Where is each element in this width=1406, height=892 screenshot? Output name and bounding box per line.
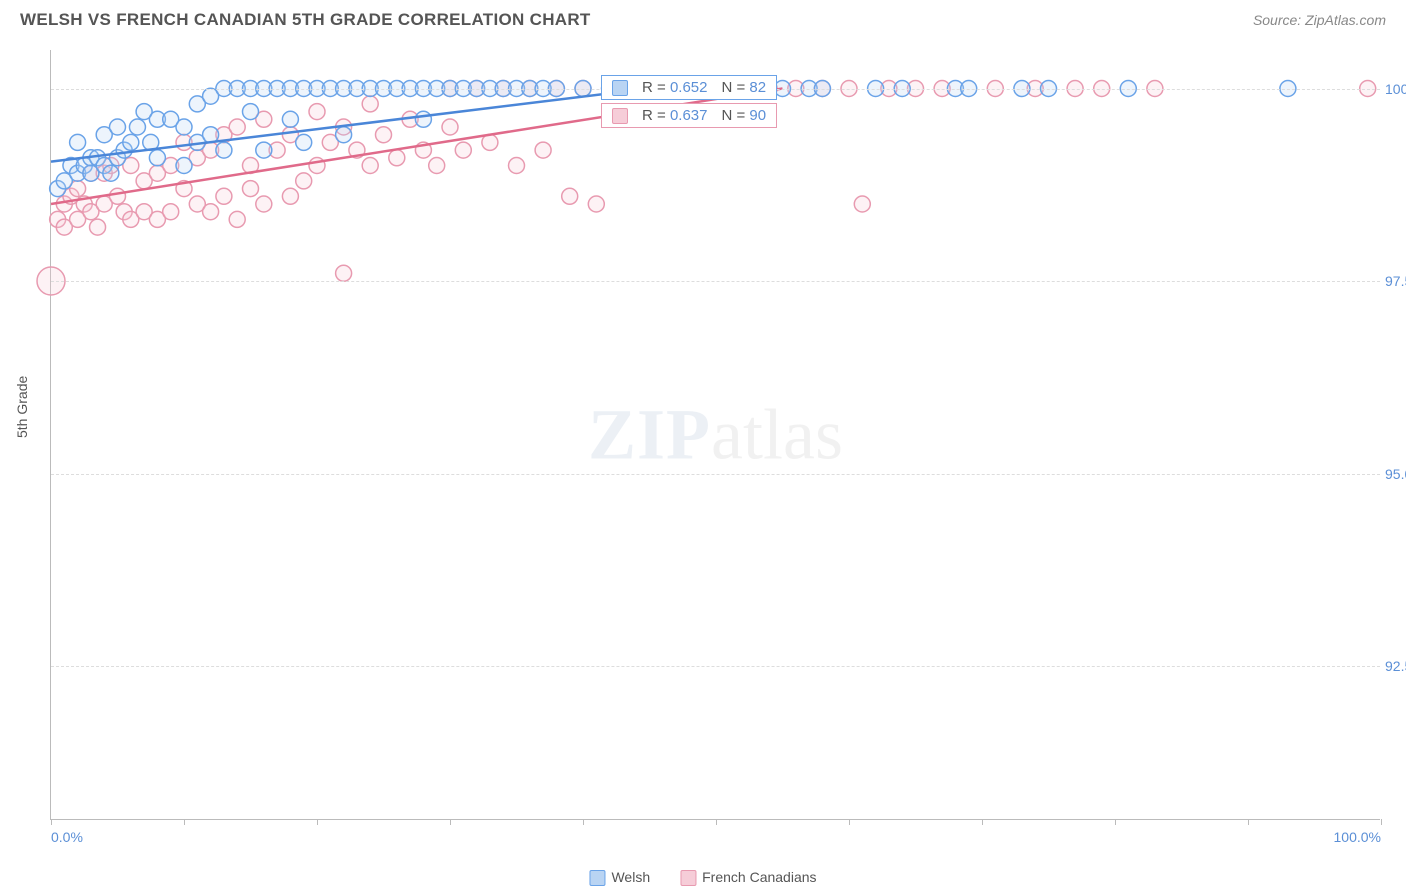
scatter-point [103, 165, 119, 181]
scatter-point [429, 158, 445, 174]
scatter-point [336, 265, 352, 281]
scatter-point [70, 134, 86, 150]
scatter-point [336, 127, 352, 143]
xtick-mark [450, 819, 451, 825]
scatter-point [203, 204, 219, 220]
scatter-point [442, 119, 458, 135]
xtick-mark [849, 819, 850, 825]
scatter-point [110, 188, 126, 204]
xtick-mark [51, 819, 52, 825]
gridline-h [51, 474, 1380, 475]
scatter-point [216, 188, 232, 204]
xtick-label: 100.0% [1334, 829, 1381, 845]
scatter-point [415, 111, 431, 127]
xtick-mark [982, 819, 983, 825]
legend-swatch [680, 870, 696, 886]
scatter-point [216, 142, 232, 158]
scatter-svg [51, 50, 1380, 819]
gridline-h [51, 666, 1380, 667]
ytick-label: 97.5% [1385, 273, 1406, 289]
xtick-mark [583, 819, 584, 825]
gridline-h [51, 281, 1380, 282]
stat-r: R = 0.637 [642, 107, 707, 124]
scatter-point [256, 196, 272, 212]
scatter-point [163, 204, 179, 220]
scatter-point [282, 111, 298, 127]
legend-item: Welsh [589, 869, 650, 886]
scatter-point [389, 150, 405, 166]
stat-box: R = 0.652 N = 82 [601, 75, 777, 100]
stat-n: N = 90 [721, 107, 766, 124]
ytick-label: 100.0% [1385, 81, 1406, 97]
chart-title: WELSH VS FRENCH CANADIAN 5TH GRADE CORRE… [20, 10, 591, 30]
scatter-point [90, 219, 106, 235]
stat-box: R = 0.637 N = 90 [601, 103, 777, 128]
scatter-point [455, 142, 471, 158]
scatter-point [296, 134, 312, 150]
stat-swatch [612, 108, 628, 124]
scatter-point [176, 158, 192, 174]
legend-item: French Canadians [680, 869, 816, 886]
scatter-point [362, 96, 378, 112]
scatter-point [229, 211, 245, 227]
y-axis-label: 5th Grade [14, 376, 30, 438]
scatter-point [309, 104, 325, 120]
stat-r: R = 0.652 [642, 79, 707, 96]
xtick-label: 0.0% [51, 829, 83, 845]
scatter-point [362, 158, 378, 174]
scatter-point [149, 150, 165, 166]
xtick-mark [184, 819, 185, 825]
xtick-mark [317, 819, 318, 825]
xtick-mark [716, 819, 717, 825]
scatter-point [509, 158, 525, 174]
scatter-point [562, 188, 578, 204]
legend: Welsh French Canadians [589, 869, 816, 886]
scatter-point [129, 119, 145, 135]
ytick-label: 95.0% [1385, 466, 1406, 482]
xtick-mark [1115, 819, 1116, 825]
chart-header: WELSH VS FRENCH CANADIAN 5TH GRADE CORRE… [0, 0, 1406, 38]
scatter-point [535, 142, 551, 158]
legend-swatch [589, 870, 605, 886]
scatter-point [243, 181, 259, 197]
xtick-mark [1248, 819, 1249, 825]
stat-n: N = 82 [721, 79, 766, 96]
xtick-mark [1381, 819, 1382, 825]
scatter-point [176, 119, 192, 135]
chart-plot-area: ZIPatlas 100.0%97.5%95.0%92.5%0.0%100.0%… [50, 50, 1380, 820]
scatter-point [123, 134, 139, 150]
scatter-point [243, 104, 259, 120]
scatter-point [256, 142, 272, 158]
stat-swatch [612, 80, 628, 96]
ytick-label: 92.5% [1385, 658, 1406, 674]
scatter-point [588, 196, 604, 212]
chart-source: Source: ZipAtlas.com [1253, 12, 1386, 28]
scatter-point [296, 173, 312, 189]
scatter-point [229, 119, 245, 135]
scatter-point [376, 127, 392, 143]
scatter-point [282, 188, 298, 204]
scatter-point [110, 119, 126, 135]
scatter-point [854, 196, 870, 212]
